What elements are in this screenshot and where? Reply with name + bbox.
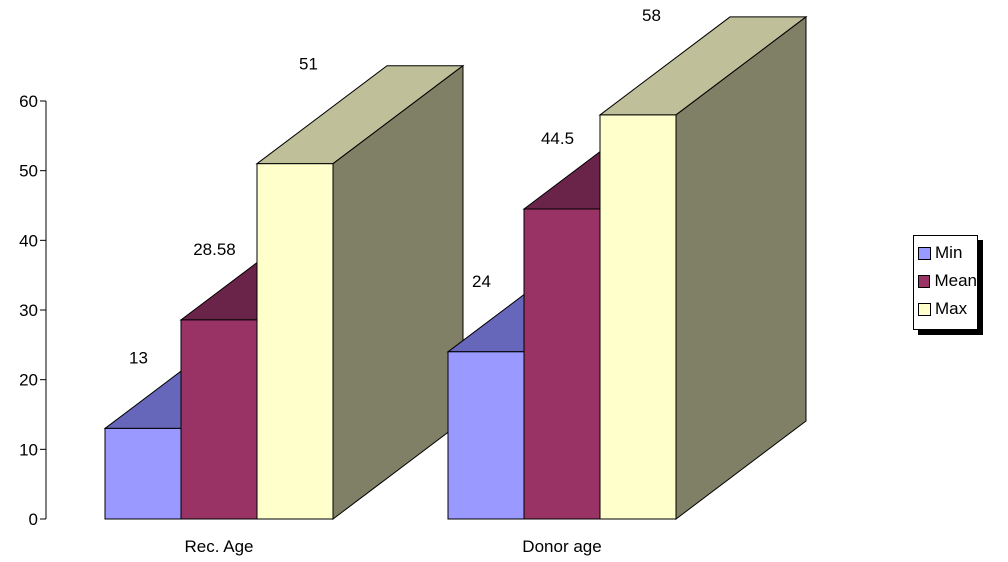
legend-label-max: Max [935, 299, 968, 318]
y-tick-label: 50 [19, 162, 38, 181]
y-tick-label: 60 [19, 92, 38, 111]
y-tick-label: 10 [19, 440, 38, 459]
legend-swatch-max [918, 302, 931, 316]
x-tick-label: Donor age [522, 537, 601, 556]
y-tick-label: 30 [19, 301, 38, 320]
y-tick-label: 0 [29, 510, 38, 529]
y-tick-label: 40 [19, 231, 38, 250]
legend: Min Mean Max [913, 235, 978, 330]
legend-swatch-mean [918, 274, 931, 288]
data-label: 58 [642, 6, 661, 25]
bar-min [104, 427, 182, 520]
bar-max [599, 114, 677, 520]
legend-label-min: Min [935, 243, 963, 262]
legend-item-mean: Mean [918, 267, 977, 295]
bar-min [447, 351, 525, 520]
x-tick-label: Rec. Age [185, 537, 254, 556]
legend-item-max: Max [918, 295, 977, 323]
data-label: 44.5 [541, 129, 574, 148]
legend-swatch-min [918, 246, 931, 260]
bar-max [256, 163, 334, 520]
legend-label-mean: Mean [934, 271, 977, 290]
y-tick-label: 20 [19, 371, 38, 390]
data-label: 13 [129, 348, 148, 367]
legend-item-min: Min [918, 239, 977, 267]
bar-mean [523, 208, 601, 520]
bar-mean [180, 319, 258, 520]
data-label: 24 [472, 272, 491, 291]
data-label: 51 [299, 55, 318, 74]
data-label: 28.58 [193, 240, 236, 259]
